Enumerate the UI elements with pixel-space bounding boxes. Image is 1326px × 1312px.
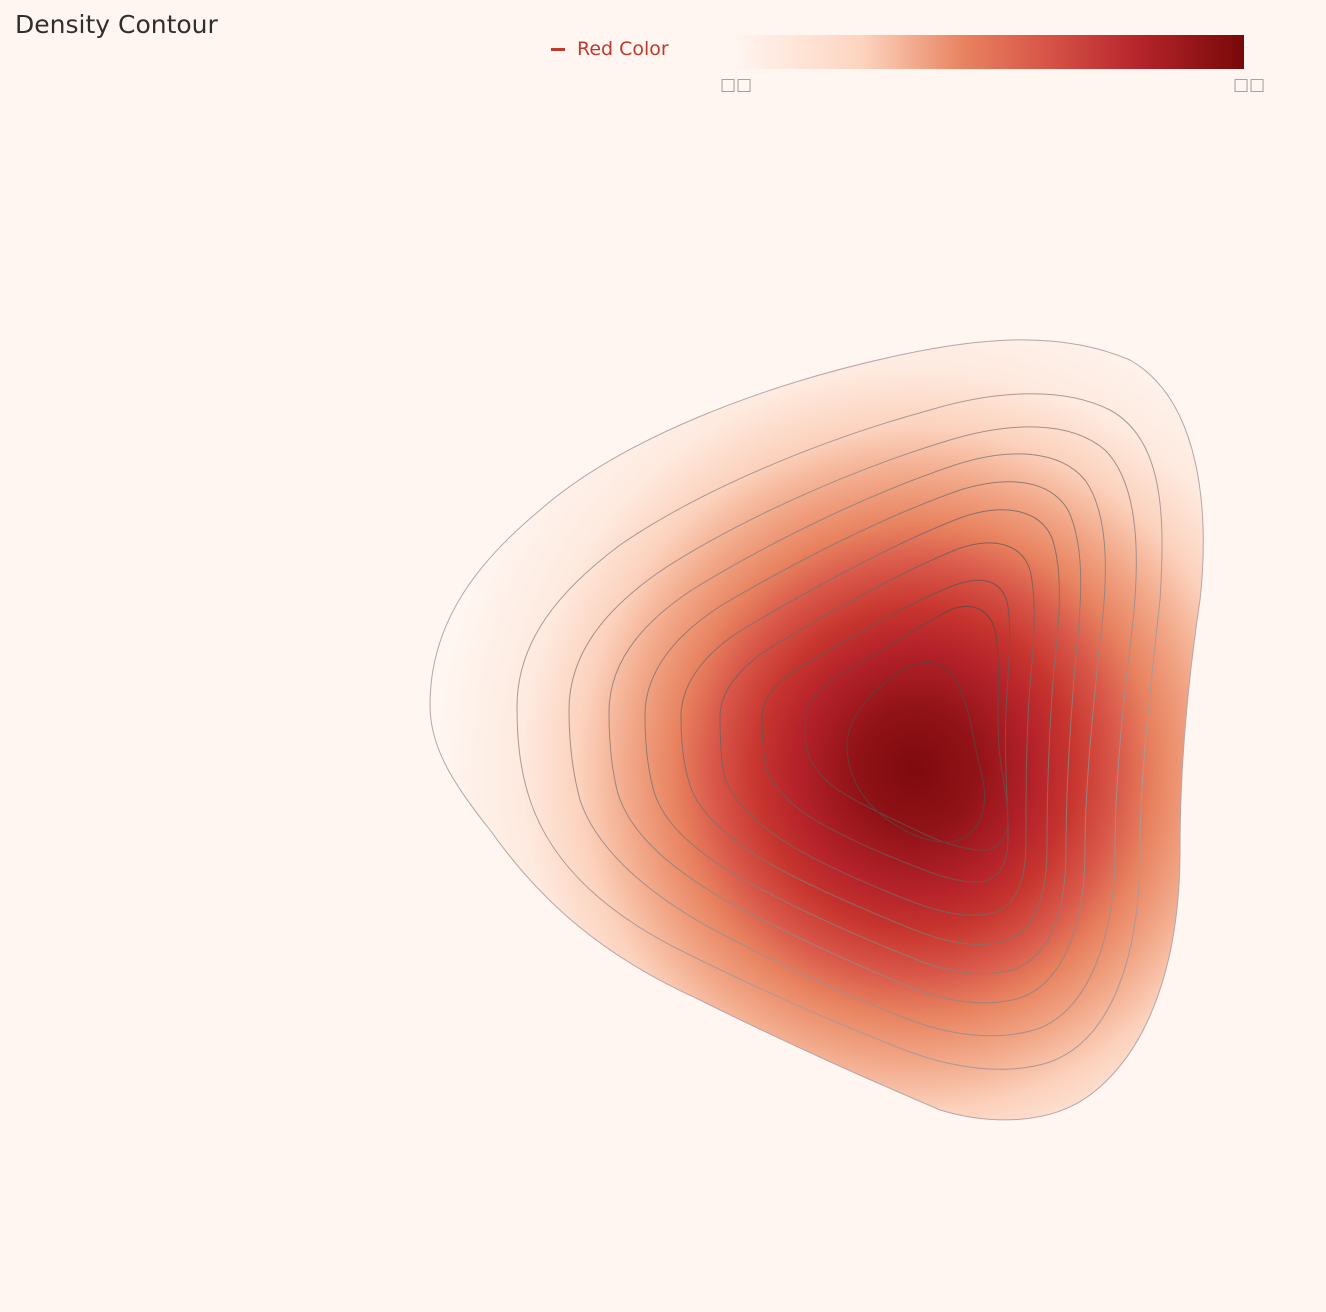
chart-title: Density Contour <box>15 10 218 39</box>
colorbar-low-label: □□ <box>720 75 753 95</box>
legend-item-red-color[interactable]: Red Color <box>551 38 669 60</box>
legend-swatch-icon <box>551 47 565 51</box>
colorbar <box>735 35 1244 69</box>
density-fill <box>430 339 1204 1120</box>
legend-label: Red Color <box>577 38 669 60</box>
contour-lines <box>429 339 1204 1121</box>
colorbar-high-label: □□ <box>1233 75 1266 95</box>
